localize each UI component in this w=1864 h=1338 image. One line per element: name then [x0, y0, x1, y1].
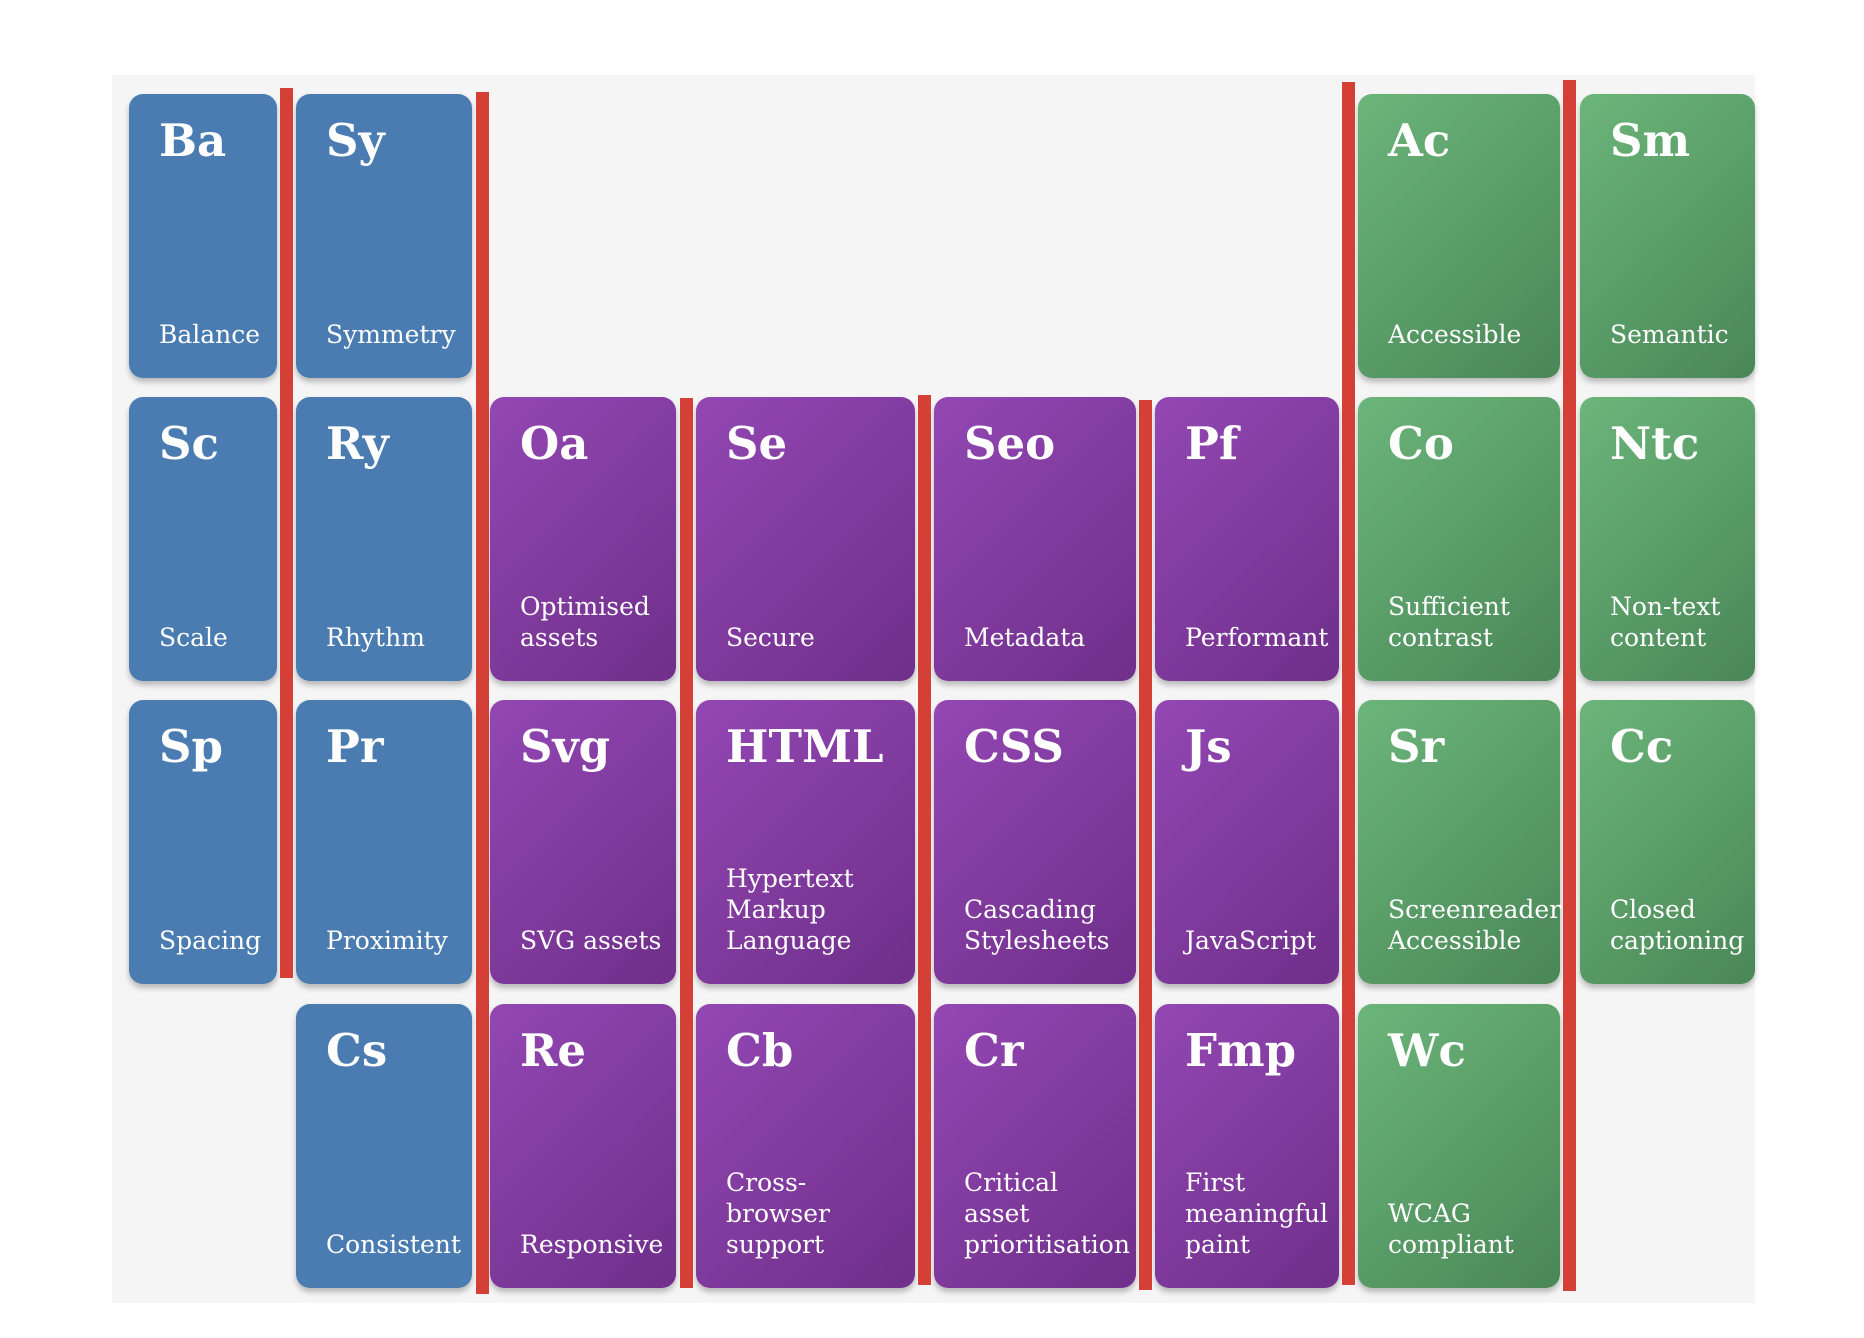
element-tile-optimised-assets: Oa Optimised assets — [490, 397, 676, 681]
element-name: Responsive — [520, 1230, 664, 1259]
element-name: Metadata — [964, 623, 1086, 652]
element-name: Performant — [1185, 623, 1329, 652]
element-symbol: HTML — [726, 720, 884, 773]
divider-bar — [476, 92, 489, 1294]
element-tile-symmetry: Sy Symmetry — [296, 94, 472, 378]
element-tile-sufficient-contrast: Co Sufficient contrast — [1358, 397, 1560, 681]
element-symbol: Sc — [159, 417, 219, 470]
element-symbol: Fmp — [1185, 1024, 1297, 1077]
element-tile-first-meaningful-paint: Fmp First meaningful paint — [1155, 1004, 1339, 1288]
element-name: Secure — [726, 623, 815, 652]
divider-bar — [918, 395, 931, 1285]
element-tile-wcag-compliant: Wc WCAG compliant — [1358, 1004, 1560, 1288]
element-tile-non-text-content: Ntc Non-text content — [1580, 397, 1755, 681]
element-symbol: Cb — [726, 1024, 794, 1077]
element-symbol: Co — [1388, 417, 1454, 470]
element-name: Sufficient contrast — [1388, 592, 1510, 652]
element-name: Consistent — [326, 1230, 461, 1259]
element-name: SVG assets — [520, 926, 662, 955]
element-tile-responsive: Re Responsive — [490, 1004, 676, 1288]
element-name: Balance — [159, 320, 261, 349]
element-tile-svg-assets: Svg SVG assets — [490, 700, 676, 984]
element-name: Proximity — [326, 926, 448, 955]
element-tile-proximity: Pr Proximity — [296, 700, 472, 984]
element-name: Closed captioning — [1610, 895, 1745, 955]
element-tile-javascript: Js JavaScript — [1155, 700, 1339, 984]
element-tile-critical-asset-prioritisation: Cr Critical asset prioritisation — [934, 1004, 1136, 1288]
element-symbol: Svg — [520, 720, 611, 773]
element-symbol: Cs — [326, 1024, 388, 1077]
element-symbol: Ntc — [1610, 417, 1700, 470]
element-symbol: Sp — [159, 720, 223, 773]
element-name: JavaScript — [1185, 926, 1317, 955]
element-name: Screenreader Accessible — [1388, 895, 1562, 955]
element-symbol: Js — [1185, 720, 1232, 773]
element-name: WCAG compliant — [1388, 1199, 1514, 1259]
element-tile-secure: Se Secure — [696, 397, 915, 681]
divider-bar — [280, 88, 293, 978]
element-tile-balance: Ba Balance — [129, 94, 277, 378]
element-symbol: Cr — [964, 1024, 1024, 1077]
element-name: Critical asset prioritisation — [964, 1168, 1130, 1259]
element-tile-metadata: Seo Metadata — [934, 397, 1136, 681]
element-symbol: Ac — [1388, 114, 1451, 167]
element-name: Hypertext Markup Language — [726, 864, 854, 955]
element-tile-accessible: Ac Accessible — [1358, 94, 1560, 378]
element-name: Optimised assets — [520, 592, 650, 652]
element-symbol: Cc — [1610, 720, 1674, 773]
element-name: Semantic — [1610, 320, 1729, 349]
element-name: Cross-browser support — [726, 1168, 830, 1259]
element-symbol: Oa — [520, 417, 589, 470]
element-symbol: Re — [520, 1024, 587, 1077]
element-name: First meaningful paint — [1185, 1168, 1328, 1259]
element-name: Cascading Stylesheets — [964, 895, 1110, 955]
divider-bar — [1563, 80, 1576, 1291]
element-symbol: Se — [726, 417, 788, 470]
element-symbol: Seo — [964, 417, 1056, 470]
element-tile-performant: Pf Performant — [1155, 397, 1339, 681]
divider-bar — [1139, 400, 1152, 1290]
element-tile-closed-captioning: Cc Closed captioning — [1580, 700, 1755, 984]
element-tile-spacing: Sp Spacing — [129, 700, 277, 984]
element-symbol: Pf — [1185, 417, 1239, 470]
element-symbol: Sy — [326, 114, 385, 167]
element-tile-css: CSS Cascading Stylesheets — [934, 700, 1136, 984]
element-tile-cross-browser-support: Cb Cross-browser support — [696, 1004, 915, 1288]
element-tile-rhythm: Ry Rhythm — [296, 397, 472, 681]
element-symbol: Ba — [159, 114, 227, 167]
element-name: Accessible — [1388, 320, 1522, 349]
element-name: Symmetry — [326, 320, 456, 349]
element-tile-html: HTML Hypertext Markup Language — [696, 700, 915, 984]
element-name: Scale — [159, 623, 228, 652]
element-symbol: Ry — [326, 417, 389, 470]
element-symbol: Pr — [326, 720, 384, 773]
element-name: Rhythm — [326, 623, 425, 652]
element-symbol: CSS — [964, 720, 1064, 773]
element-tile-semantic: Sm Semantic — [1580, 94, 1755, 378]
element-name: Spacing — [159, 926, 262, 955]
element-symbol: Wc — [1388, 1024, 1466, 1077]
divider-bar — [1342, 82, 1355, 1285]
element-symbol: Sr — [1388, 720, 1445, 773]
element-tile-scale: Sc Scale — [129, 397, 277, 681]
divider-bar — [680, 398, 693, 1288]
element-tile-screenreader-accessible: Sr Screenreader Accessible — [1358, 700, 1562, 984]
element-name: Non-text content — [1610, 592, 1721, 652]
element-tile-consistent: Cs Consistent — [296, 1004, 472, 1288]
element-symbol: Sm — [1610, 114, 1691, 167]
